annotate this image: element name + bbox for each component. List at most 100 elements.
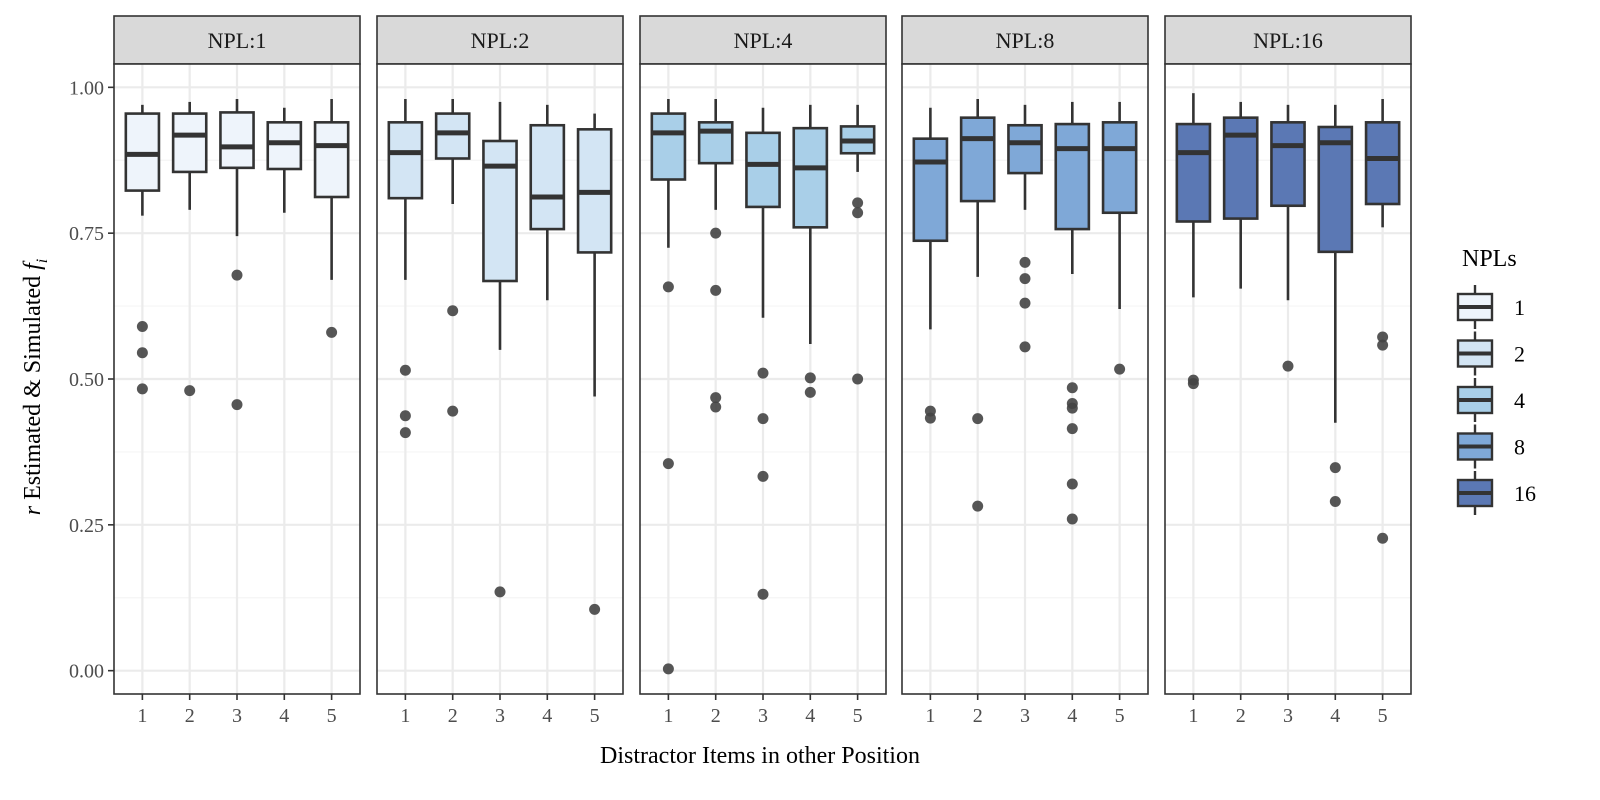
box-npl-16-x-2 bbox=[1222, 101, 1259, 289]
outlier-point bbox=[1377, 339, 1389, 351]
box-iqr bbox=[313, 121, 350, 199]
outlier-point bbox=[852, 207, 864, 219]
x-tick-label: 3 bbox=[1283, 705, 1293, 727]
outlier-point bbox=[1019, 341, 1031, 353]
facet-panel-npl-8: NPL:8 1 2 3 4 5 bbox=[901, 15, 1149, 727]
outlier-point bbox=[326, 326, 338, 338]
outlier-point bbox=[231, 269, 243, 281]
outlier-point bbox=[447, 305, 459, 317]
outlier-point bbox=[1019, 256, 1031, 268]
box-iqr bbox=[171, 112, 208, 174]
legend-item-npl-4: 4 bbox=[1456, 378, 1525, 422]
box-npl-2-x-5 bbox=[576, 113, 613, 615]
x-tick-label: 2 bbox=[1236, 705, 1246, 727]
box-npl-8-x-5 bbox=[1101, 101, 1138, 375]
outlier-point bbox=[136, 321, 148, 332]
outlier-point bbox=[136, 347, 148, 359]
legend-label: 4 bbox=[1514, 388, 1525, 413]
x-tick-label: 1 bbox=[137, 705, 147, 727]
outlier-point bbox=[662, 458, 674, 470]
box-iqr bbox=[792, 126, 829, 229]
box-npl-2-x-2 bbox=[434, 99, 471, 417]
x-tick-label: 1 bbox=[663, 705, 673, 727]
y-tick-label: 0.75 bbox=[69, 223, 104, 245]
box-npl-16-x-1 bbox=[1175, 93, 1212, 390]
x-tick-label: 4 bbox=[542, 705, 552, 727]
box-iqr bbox=[529, 123, 566, 231]
box-npl-8-x-4 bbox=[1054, 101, 1091, 525]
facet-strip bbox=[639, 15, 887, 65]
legend-label: 16 bbox=[1514, 481, 1536, 506]
outlier-point bbox=[972, 500, 984, 512]
outlier-point bbox=[1114, 363, 1126, 375]
outlier-point bbox=[447, 405, 459, 417]
outlier-point bbox=[972, 413, 984, 425]
facet-panel-npl-1: NPL:1 1 2 3 4 5 bbox=[113, 15, 361, 727]
box-iqr bbox=[1364, 121, 1401, 206]
y-tick-label: 0.25 bbox=[69, 515, 104, 537]
legend-item-npl-1: 1 bbox=[1456, 285, 1525, 329]
box-npl-1-x-3 bbox=[219, 99, 255, 411]
box-iqr bbox=[697, 121, 734, 165]
outlier-point bbox=[924, 412, 936, 424]
outlier-point bbox=[1377, 532, 1389, 544]
box-iqr bbox=[1317, 125, 1354, 254]
outlier-point bbox=[1019, 297, 1031, 309]
legend-items: 1 2 4 8 16 bbox=[1456, 285, 1536, 515]
box-npl-2-x-1 bbox=[387, 99, 424, 439]
outlier-point bbox=[589, 603, 601, 615]
facet-strip bbox=[113, 15, 361, 65]
box-npl-16-x-3 bbox=[1270, 104, 1306, 372]
outlier-point bbox=[184, 385, 196, 397]
x-tick-label: 1 bbox=[400, 705, 410, 727]
facet-panel-npl-2: NPL:2 1 2 3 4 5 bbox=[376, 15, 624, 727]
box-iqr bbox=[482, 139, 518, 283]
x-tick-label: 1 bbox=[925, 705, 935, 727]
box-iqr bbox=[266, 121, 303, 171]
x-tick-label: 3 bbox=[758, 705, 768, 727]
box-iqr bbox=[219, 111, 255, 170]
outlier-point bbox=[662, 281, 674, 293]
outlier-point bbox=[710, 284, 722, 296]
box-iqr bbox=[1175, 122, 1212, 223]
x-tick-label: 2 bbox=[448, 705, 458, 727]
x-tick-label: 5 bbox=[1378, 705, 1388, 727]
facet-panel-npl-16: NPL:16 1 2 3 4 5 bbox=[1164, 15, 1412, 727]
box-npl-8-x-1 bbox=[912, 107, 949, 424]
box-npl-4-x-1 bbox=[650, 99, 687, 675]
x-tick-label: 2 bbox=[973, 705, 983, 727]
x-tick-label: 2 bbox=[185, 705, 195, 727]
legend: NPLs 1 2 4 8 16 bbox=[1456, 246, 1536, 515]
y-tick-label: 0.00 bbox=[69, 661, 104, 683]
legend-item-npl-2: 2 bbox=[1456, 331, 1525, 376]
facet-strip bbox=[901, 15, 1149, 65]
box-npl-2-x-3 bbox=[482, 101, 518, 598]
facet-strip-label: NPL:8 bbox=[996, 28, 1055, 53]
outlier-point bbox=[662, 663, 674, 675]
outlier-point bbox=[757, 413, 769, 425]
legend-title: NPLs bbox=[1462, 246, 1517, 272]
box-npl-1-x-1 bbox=[124, 104, 161, 395]
box-iqr bbox=[1270, 121, 1306, 208]
x-tick-label: 5 bbox=[590, 705, 600, 727]
outlier-point bbox=[1066, 478, 1078, 490]
box-npl-16-x-4 bbox=[1317, 104, 1354, 507]
facet-strip bbox=[376, 15, 624, 65]
y-axis-title-main: Estimated & Simulated bbox=[20, 270, 46, 506]
box-iqr bbox=[745, 131, 781, 209]
facet-strip-label: NPL:16 bbox=[1253, 28, 1323, 53]
x-tick-label: 5 bbox=[327, 705, 337, 727]
y-axis-title-sub: i bbox=[34, 259, 51, 263]
outlier-point bbox=[1019, 273, 1031, 285]
box-iqr bbox=[387, 121, 424, 200]
box-iqr bbox=[912, 137, 949, 243]
box-npl-8-x-3 bbox=[1007, 104, 1043, 353]
y-tick-label: 0.50 bbox=[69, 369, 104, 391]
outlier-point bbox=[399, 364, 411, 376]
x-tick-label: 4 bbox=[1067, 705, 1077, 727]
legend-label: 1 bbox=[1514, 295, 1525, 320]
outlier-point bbox=[1066, 423, 1078, 435]
outlier-point bbox=[1187, 378, 1199, 390]
x-tick-label: 3 bbox=[495, 705, 505, 727]
